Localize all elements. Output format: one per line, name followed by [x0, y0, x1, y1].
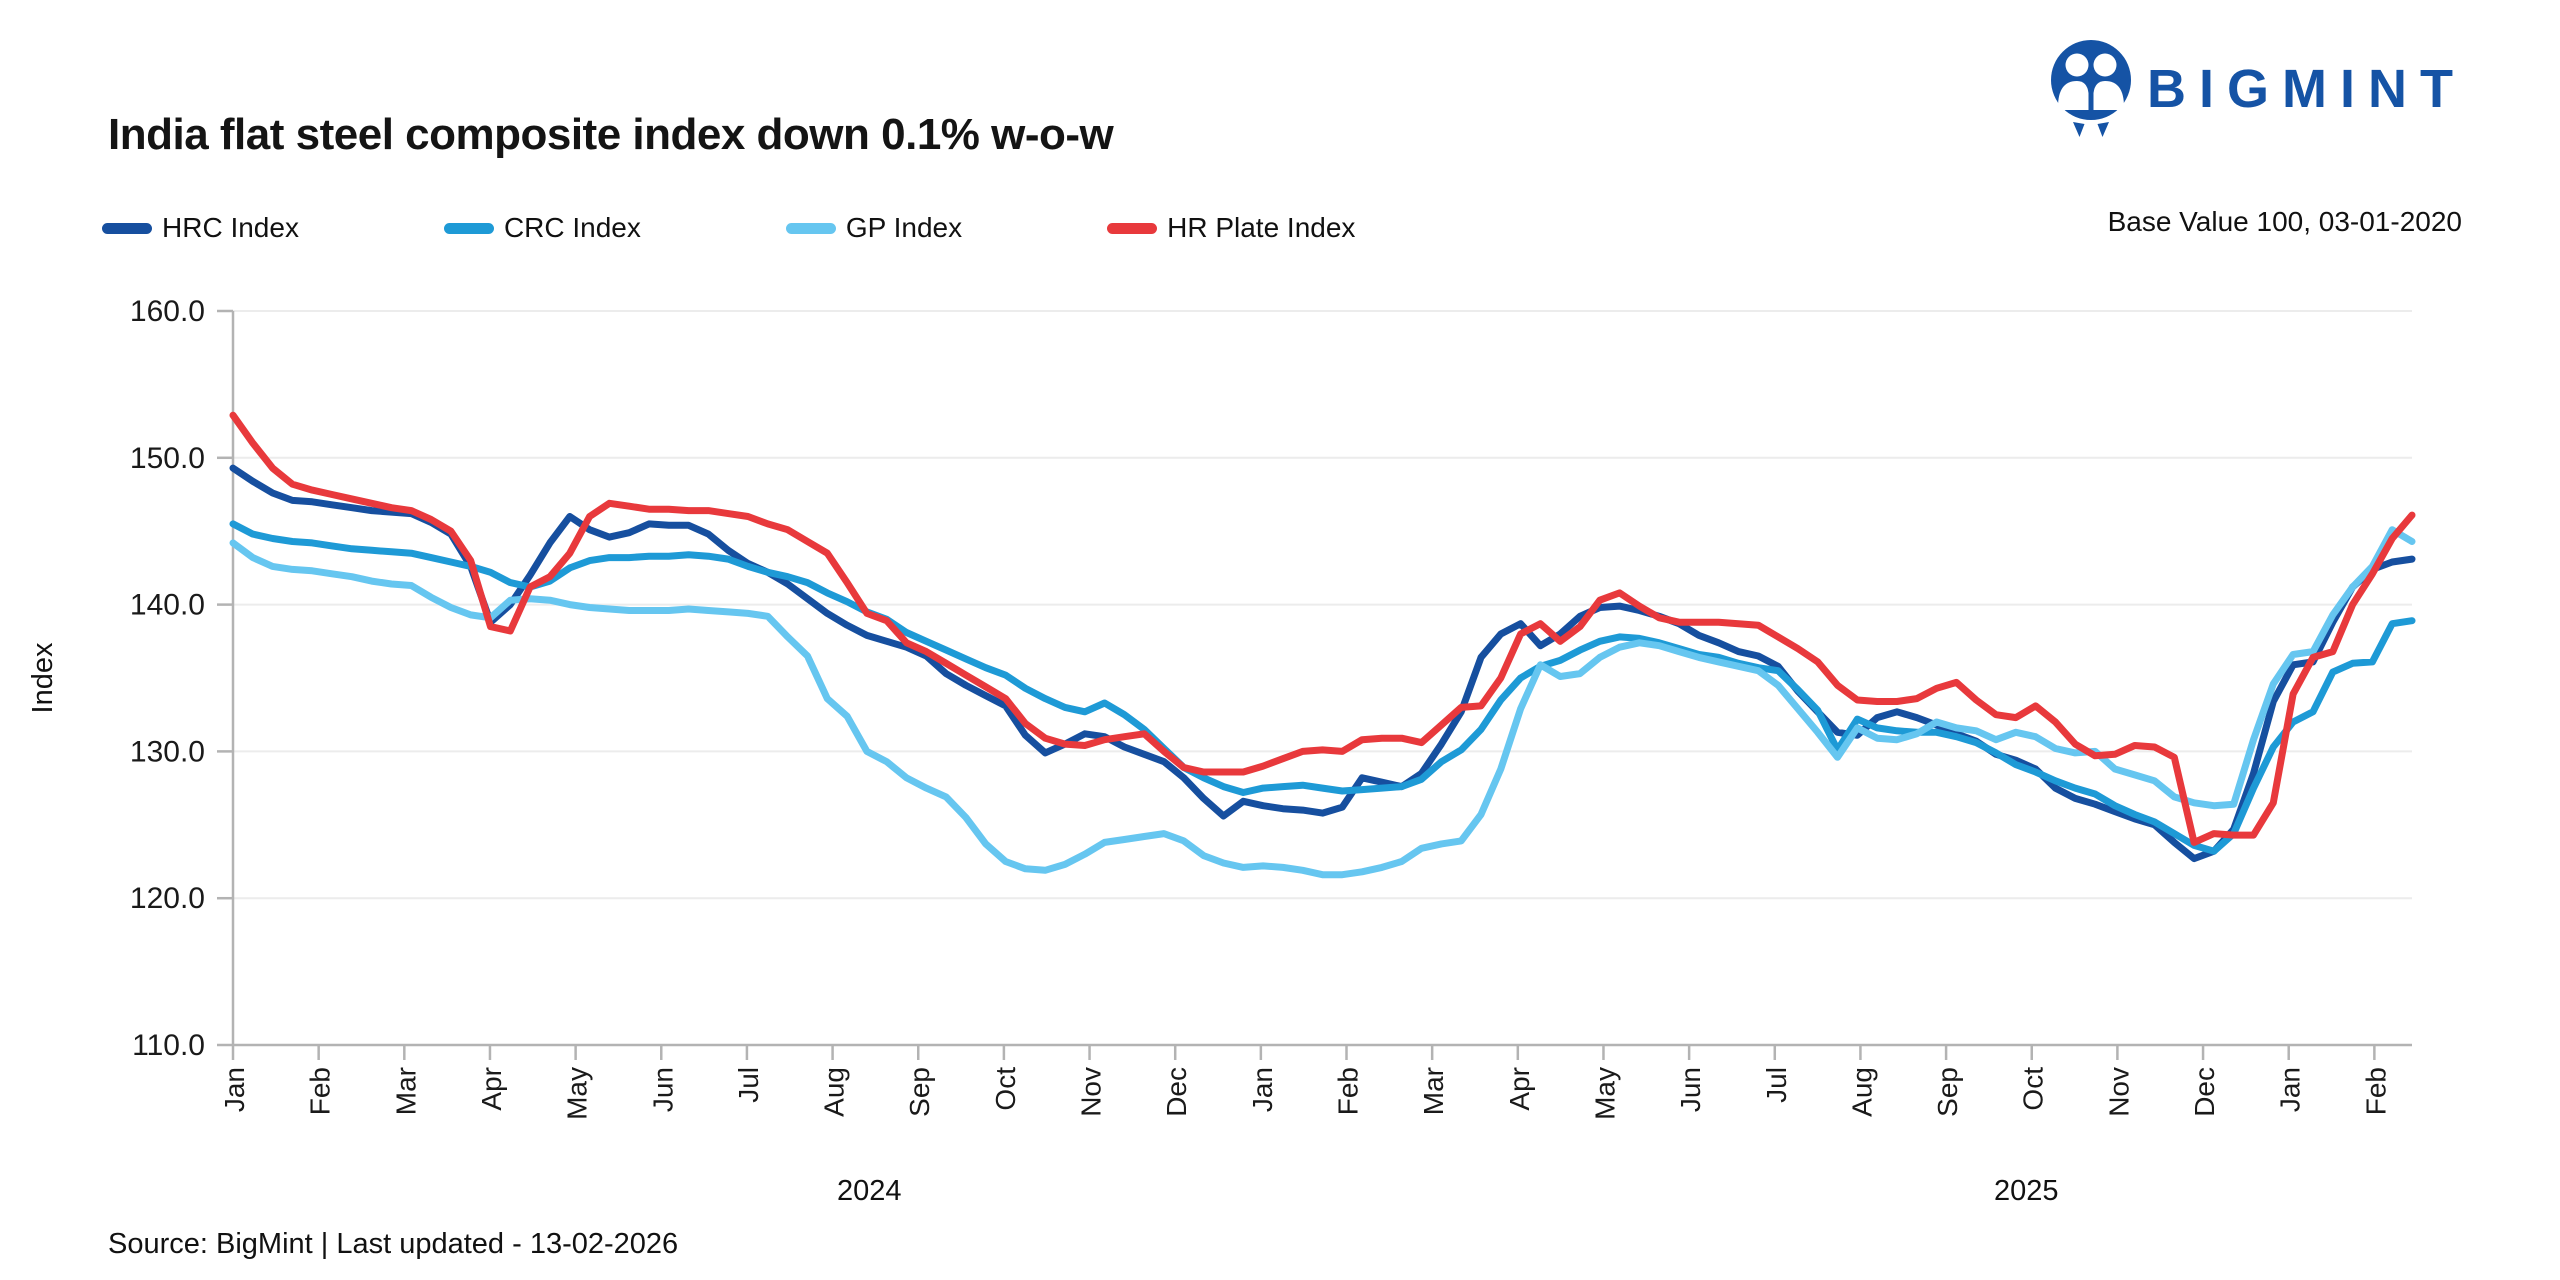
series-line-hrc-index	[229, 464, 2416, 863]
svg-text:Dec: Dec	[1161, 1067, 1192, 1117]
svg-text:Jan: Jan	[1247, 1067, 1278, 1112]
svg-text:Apr: Apr	[1504, 1067, 1535, 1111]
axes	[231, 311, 2412, 1047]
source-note: Source: BigMint | Last updated - 13-02-2…	[108, 1228, 679, 1260]
svg-text:Feb: Feb	[2360, 1067, 2391, 1115]
svg-text:Sep: Sep	[1932, 1067, 1963, 1117]
legend-swatch	[1107, 222, 1158, 234]
svg-text:Jun: Jun	[647, 1067, 678, 1112]
month-tick-labels: Jan Feb Mar Apr May Jun Jul Aug Sep Oct Nov Dec Jan F…	[219, 1045, 2391, 1120]
svg-text:150.0: 150.0	[130, 442, 205, 475]
bigmint-logo: BIGMINT	[2051, 40, 2466, 138]
legend-item-hrc-index: HRC Index	[102, 212, 299, 244]
svg-text:Apr: Apr	[476, 1067, 507, 1111]
svg-text:Jul: Jul	[733, 1067, 764, 1103]
legend-item-crc-index: CRC Index	[443, 212, 641, 244]
legend-item-label: HRC Index	[162, 212, 299, 243]
base-value-note: Base Value 100, 03-01-2020	[2107, 206, 2462, 237]
svg-text:Feb: Feb	[305, 1067, 336, 1115]
svg-text:May: May	[1589, 1067, 1620, 1120]
svg-text:Mar: Mar	[390, 1067, 421, 1115]
svg-text:Aug: Aug	[1846, 1067, 1877, 1117]
svg-text:Jun: Jun	[1675, 1067, 1706, 1112]
svg-text:May: May	[562, 1067, 593, 1120]
svg-text:2025: 2025	[1994, 1175, 2059, 1207]
svg-text:Aug: Aug	[819, 1067, 850, 1117]
svg-text:2024: 2024	[837, 1175, 902, 1207]
legend-swatch	[102, 222, 152, 234]
legend-item-gp-index: GP Index	[785, 212, 963, 244]
legend-item-label: HR Plate Index	[1167, 212, 1356, 243]
svg-text:130.0: 130.0	[130, 735, 205, 768]
svg-text:Mar: Mar	[1418, 1067, 1449, 1115]
svg-text:Jan: Jan	[219, 1067, 250, 1112]
legend-swatch	[785, 222, 836, 234]
chart-legend: HRC Index CRC Index GP Index HR Plate Index	[102, 212, 1355, 244]
y-tick-labels: 110.0 120.0 130.0 140.0 150.0 160.0	[130, 295, 233, 1062]
svg-text:Nov: Nov	[1076, 1067, 1107, 1117]
bigmint-logo-icon	[2051, 40, 2132, 137]
series-line-crc-index	[229, 520, 2416, 855]
svg-text:Oct: Oct	[2018, 1067, 2049, 1111]
svg-text:Jul: Jul	[1761, 1067, 1792, 1103]
y-axis-title: Index	[27, 642, 59, 713]
legend-item-label: GP Index	[845, 212, 963, 243]
svg-text:Dec: Dec	[2189, 1067, 2220, 1117]
svg-text:Jan: Jan	[2275, 1067, 2306, 1112]
series-line-gp-index	[229, 526, 2416, 879]
svg-text:Nov: Nov	[2103, 1067, 2134, 1117]
svg-text:120.0: 120.0	[130, 882, 205, 915]
svg-text:140.0: 140.0	[130, 589, 205, 622]
legend-item-label: CRC Index	[503, 212, 641, 243]
svg-text:160.0: 160.0	[130, 295, 205, 328]
svg-text:Sep: Sep	[904, 1067, 935, 1117]
legend-swatch	[443, 222, 494, 234]
bigmint-logo-text: BIGMINT	[2147, 59, 2466, 119]
legend-item-hr-plate-index: HR Plate Index	[1107, 212, 1355, 244]
svg-text:110.0: 110.0	[132, 1029, 205, 1062]
gridlines	[233, 310, 2412, 1046]
svg-text:Feb: Feb	[1333, 1067, 1364, 1115]
year-labels: 2024 2025	[837, 1175, 2059, 1207]
chart-title: India flat steel composite index down 0.…	[108, 110, 1114, 159]
series-line-hr-plate-index	[229, 411, 2416, 846]
svg-text:Oct: Oct	[990, 1067, 1021, 1111]
